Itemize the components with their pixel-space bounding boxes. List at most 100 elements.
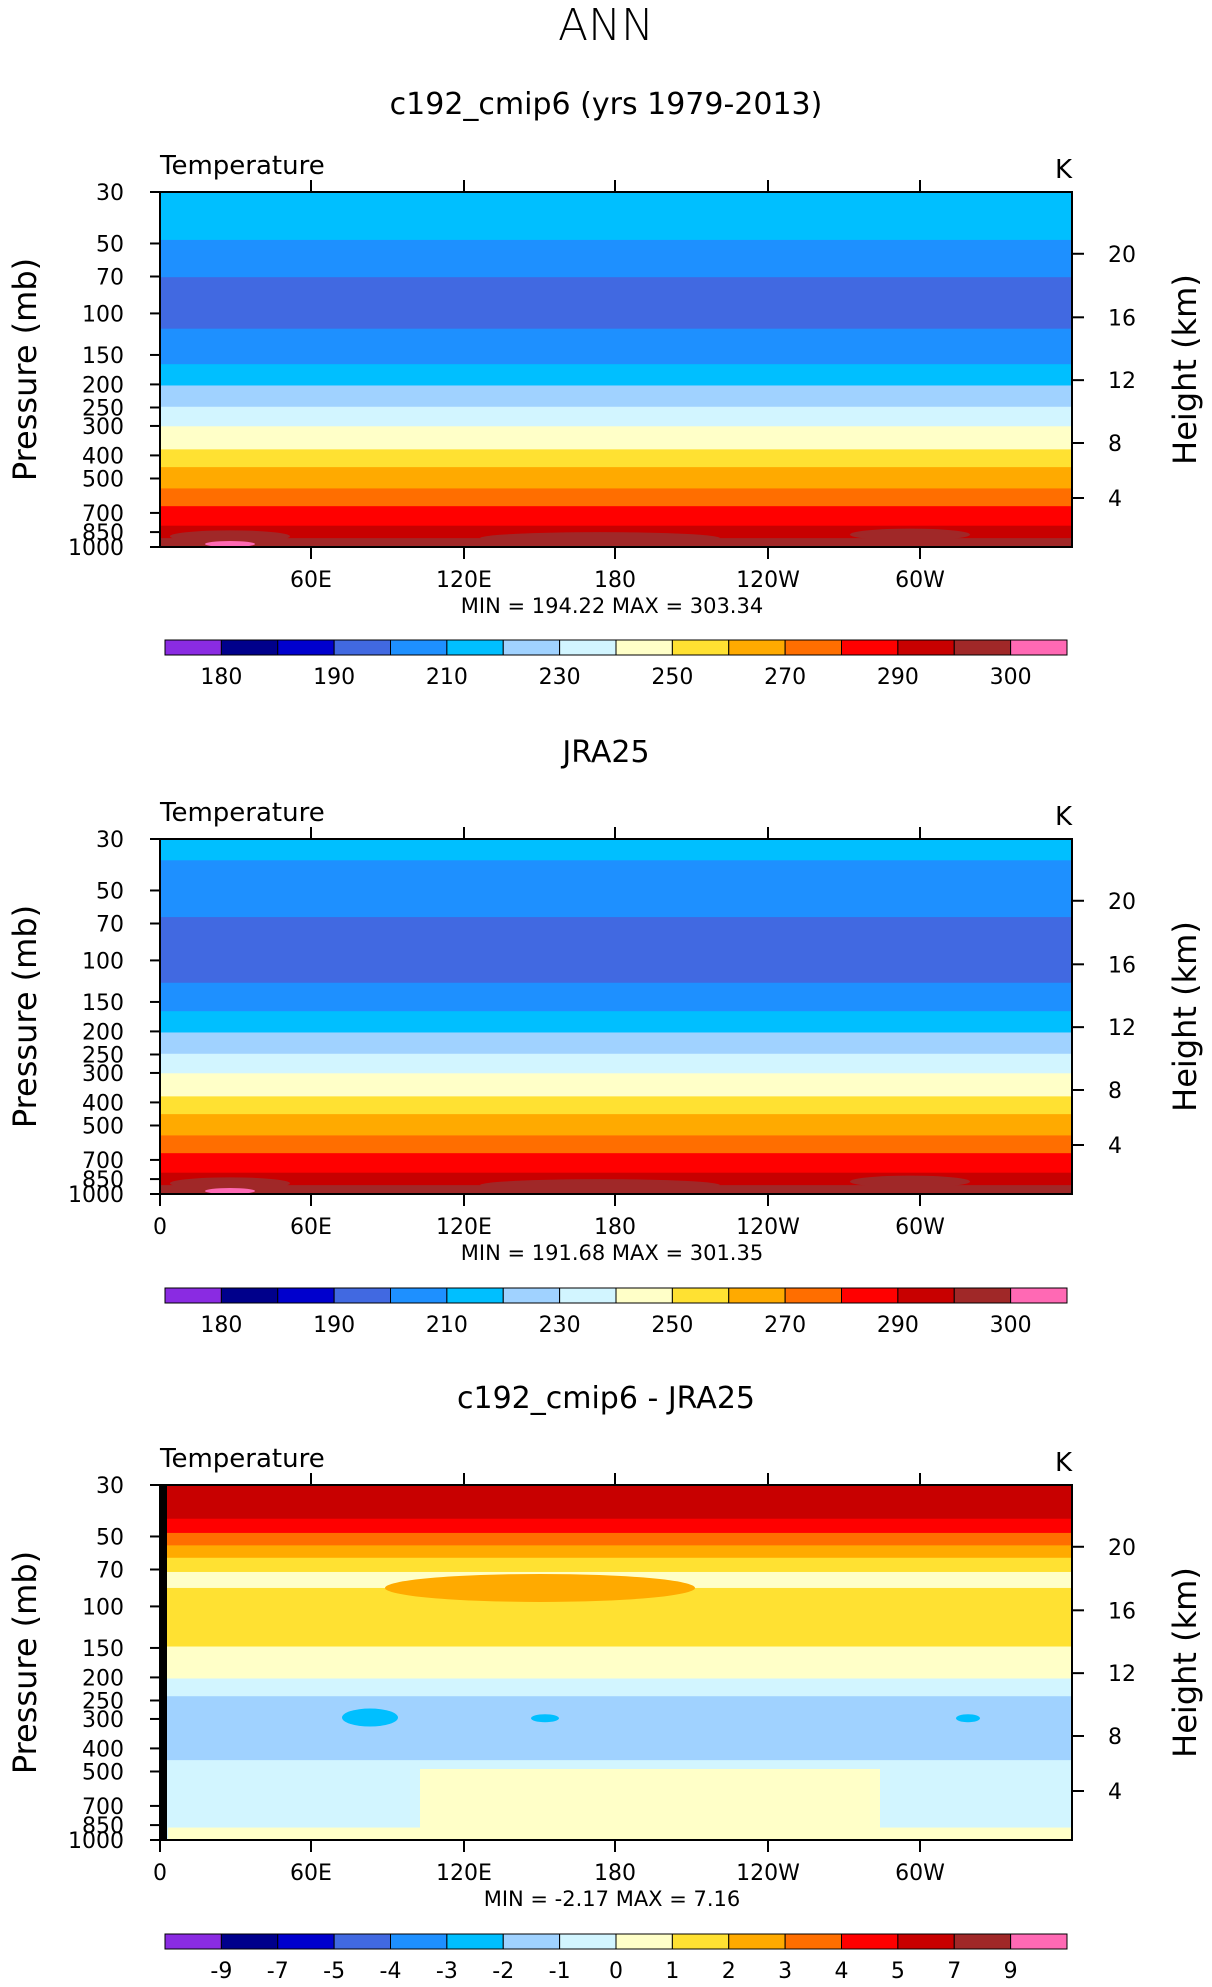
contour-feature bbox=[160, 1485, 167, 1840]
pressure-tick-label: 70 bbox=[96, 265, 124, 290]
colorbar-label: 7 bbox=[947, 1959, 961, 1984]
colorbar-box bbox=[390, 639, 448, 656]
pressure-tick-label: 100 bbox=[82, 949, 124, 974]
colorbar-label: 230 bbox=[539, 1313, 581, 1338]
contour-band bbox=[160, 488, 1072, 507]
colorbar-box bbox=[559, 639, 617, 656]
minmax-label: MIN = -2.17 MAX = 7.16 bbox=[484, 1887, 741, 1911]
contour-band bbox=[160, 1135, 1072, 1154]
colorbar-box bbox=[333, 1287, 391, 1304]
pressure-tick-label: 400 bbox=[82, 1737, 124, 1762]
pressure-tick-label: 500 bbox=[82, 467, 124, 492]
pressure-tick-label: 100 bbox=[82, 302, 124, 327]
pressure-tick-label: 150 bbox=[82, 344, 124, 369]
contour-feature bbox=[480, 1179, 720, 1192]
variable-label: Temperature bbox=[159, 798, 325, 828]
contour-band bbox=[160, 917, 1072, 984]
colorbar-label: 5 bbox=[891, 1959, 905, 1984]
colorbar-label: 290 bbox=[877, 665, 919, 690]
colorbar-box bbox=[841, 1933, 899, 1950]
contour-band bbox=[160, 1485, 1072, 1520]
colorbar-box bbox=[728, 639, 786, 656]
pressure-tick-label: 700 bbox=[82, 1795, 124, 1820]
colorbar-label: -9 bbox=[210, 1959, 232, 1984]
contour-band bbox=[160, 406, 1072, 427]
colorbar-box bbox=[333, 1933, 391, 1950]
height-tick-label: 4 bbox=[1108, 1134, 1122, 1159]
colorbar-box bbox=[841, 639, 899, 656]
pressure-tick-label: 200 bbox=[82, 1666, 124, 1691]
contour-feature bbox=[850, 528, 970, 541]
colorbar-box bbox=[559, 1287, 617, 1304]
colorbar-label: 270 bbox=[764, 665, 806, 690]
pressure-tick-label: 30 bbox=[96, 181, 124, 206]
pressure-tick-label: 150 bbox=[82, 1637, 124, 1662]
contour-band bbox=[160, 364, 1072, 386]
pressure-tick-label: 850 bbox=[82, 1168, 124, 1193]
contour-feature bbox=[531, 1714, 559, 1723]
colorbar-box bbox=[164, 1287, 222, 1304]
colorbar-box bbox=[559, 1933, 617, 1950]
colorbar-label: 4 bbox=[835, 1959, 849, 1984]
colorbar-label: 190 bbox=[313, 665, 355, 690]
pressure-tick-label: 200 bbox=[82, 1020, 124, 1045]
pressure-tick-label: 250 bbox=[82, 396, 124, 421]
contour-band bbox=[160, 1032, 1072, 1055]
y-axis-title: Pressure (mb) bbox=[6, 258, 44, 481]
x-tick-label: 0 bbox=[153, 1215, 167, 1240]
colorbar-label: 3 bbox=[778, 1959, 792, 1984]
pressure-tick-label: 70 bbox=[96, 1558, 124, 1583]
colorbar-box bbox=[502, 1933, 561, 1950]
x-tick-label: 120W bbox=[736, 1215, 800, 1240]
x-tick-label: 120E bbox=[436, 1215, 492, 1240]
colorbar-box bbox=[390, 1933, 448, 1950]
units-label: K bbox=[1055, 155, 1073, 185]
contour-band bbox=[160, 426, 1072, 450]
contour-feature bbox=[850, 1175, 970, 1188]
height-tick-label: 16 bbox=[1108, 953, 1136, 978]
contour-feature bbox=[170, 530, 290, 543]
colorbar-box bbox=[446, 639, 504, 656]
y-axis-title: Pressure (mb) bbox=[6, 1551, 44, 1774]
height-tick-label: 12 bbox=[1108, 369, 1136, 394]
colorbar-box bbox=[953, 1933, 1012, 1950]
pressure-tick-label: 300 bbox=[82, 1708, 124, 1733]
colorbar-label: 2 bbox=[722, 1959, 736, 1984]
height-tick-label: 8 bbox=[1108, 1725, 1122, 1750]
contour-band bbox=[160, 1678, 1072, 1697]
contour-feature bbox=[480, 532, 720, 545]
colorbar-box bbox=[164, 639, 222, 656]
contour-band bbox=[160, 1053, 1072, 1074]
colorbar-box bbox=[1010, 1933, 1068, 1950]
pressure-tick-label: 850 bbox=[82, 521, 124, 546]
y-axis-right-title: Height (km) bbox=[1166, 1567, 1204, 1758]
colorbar-label: 190 bbox=[313, 1313, 355, 1338]
colorbar-label: 210 bbox=[426, 665, 468, 690]
pressure-tick-label: 50 bbox=[96, 1525, 124, 1550]
contour-band bbox=[160, 982, 1072, 1012]
panel-title: c192_cmip6 (yrs 1979-2013) bbox=[390, 87, 823, 122]
colorbar-box bbox=[784, 639, 842, 656]
colorbar-box bbox=[220, 1287, 279, 1304]
contour-band bbox=[160, 277, 1072, 330]
contour-band bbox=[160, 1096, 1072, 1115]
height-tick-label: 4 bbox=[1108, 1780, 1122, 1805]
contour-band bbox=[160, 1172, 1072, 1186]
contour-band bbox=[160, 1545, 1072, 1559]
variable-label: Temperature bbox=[159, 1444, 325, 1474]
colorbar-box bbox=[277, 1933, 335, 1950]
x-tick-label: 120E bbox=[436, 568, 492, 593]
colorbar-label: 290 bbox=[877, 1313, 919, 1338]
contour-band bbox=[160, 839, 1072, 861]
pressure-tick-label: 1000 bbox=[68, 1183, 124, 1208]
pressure-tick-label: 200 bbox=[82, 373, 124, 398]
pressure-tick-label: 150 bbox=[82, 991, 124, 1016]
colorbar-box bbox=[728, 1287, 786, 1304]
x-tick-label: 120E bbox=[436, 1861, 492, 1886]
colorbar-label: 1 bbox=[665, 1959, 679, 1984]
colorbar-label: -3 bbox=[436, 1959, 458, 1984]
colorbar-box bbox=[333, 639, 391, 656]
